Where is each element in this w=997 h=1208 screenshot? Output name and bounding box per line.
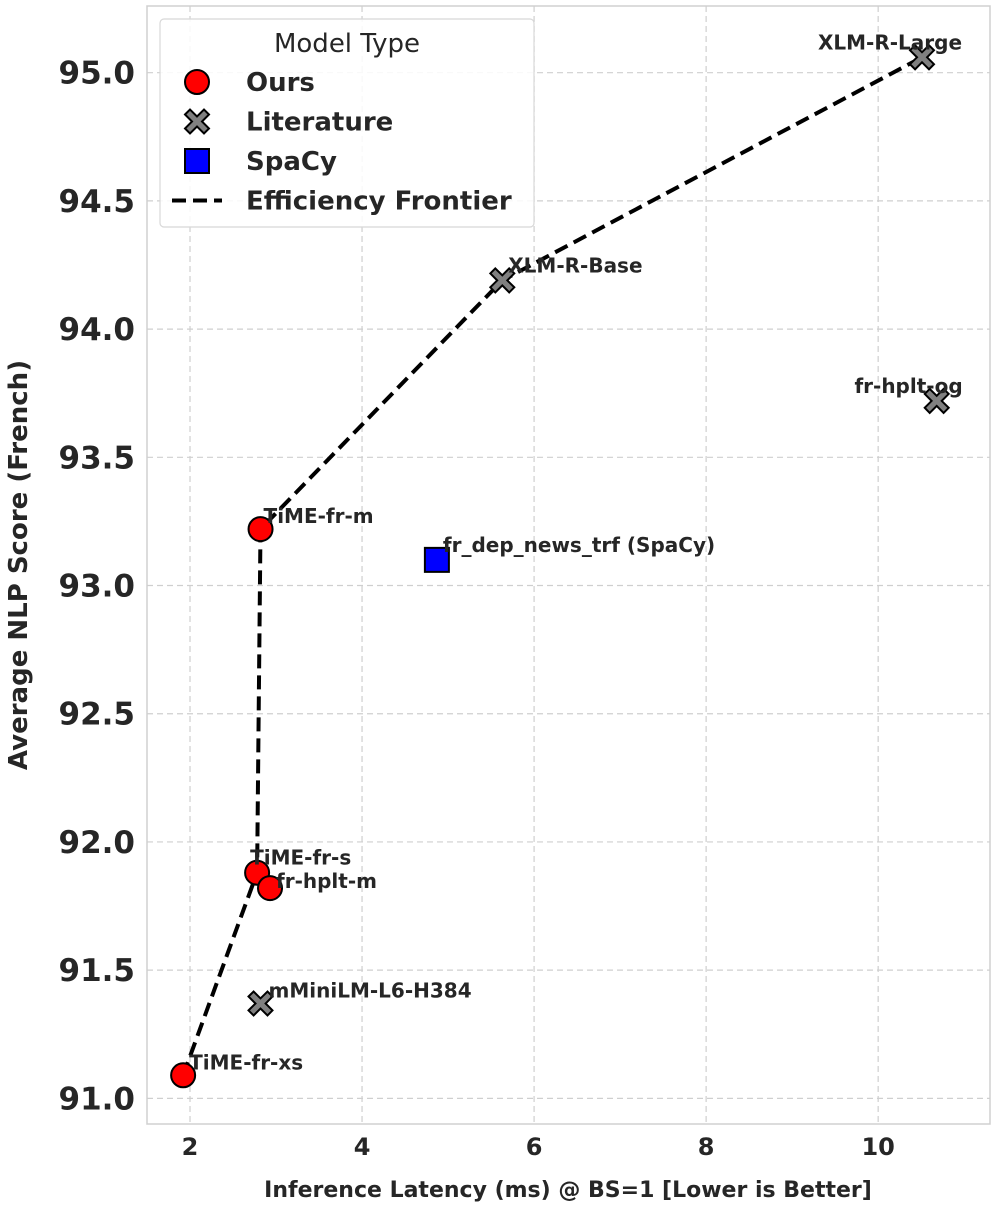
legend-title: Model Type — [274, 29, 420, 59]
x-tick-label: 10 — [861, 1133, 894, 1161]
label-time-fr-xs: TiME-fr-xs — [189, 1050, 303, 1074]
label-xlm-r-large: XLM-R-Large — [818, 30, 962, 54]
label-time-fr-s: TiME-fr-s — [250, 846, 351, 870]
y-tick-label: 92.0 — [59, 825, 136, 861]
marker-fr-dep-news-trf-spacy — [423, 546, 450, 573]
label-fr-dep-news-trf-spacy: fr_dep_news_trf (SpaCy) — [443, 533, 715, 557]
x-tick-label: 6 — [526, 1133, 543, 1161]
marker-time-fr-m — [247, 516, 274, 543]
label-time-fr-m: TiME-fr-m — [264, 504, 374, 528]
x-tick-label: 8 — [698, 1133, 715, 1161]
legend-entry-label: Ours — [246, 68, 315, 98]
y-tick-label: 91.0 — [59, 1081, 136, 1117]
legend-swatch-circle — [184, 69, 210, 95]
x-tick-label: 2 — [182, 1133, 199, 1161]
legend-entry-label: SpaCy — [246, 147, 337, 177]
marker-time-fr-xs — [170, 1062, 197, 1089]
legend-entry-label: Efficiency Frontier — [246, 187, 512, 217]
label-fr-hplt-og: fr-hplt-og — [854, 374, 962, 398]
y-tick-label: 93.5 — [59, 440, 136, 476]
label-xlm-r-base: XLM-R-Base — [508, 253, 642, 277]
label-fr-hplt-m: fr-hplt-m — [276, 869, 377, 893]
y-tick-label: 91.5 — [59, 953, 136, 989]
y-tick-label: 93.0 — [59, 569, 136, 605]
x-axis-ticks: 2 4 6 8 10 — [182, 1133, 895, 1161]
marker-xlm-r-base — [488, 266, 516, 294]
marker-fr-hplt-og — [923, 387, 951, 415]
legend-swatch-x — [183, 108, 211, 135]
legend-box — [159, 18, 535, 228]
y-tick-label: 94.0 — [59, 312, 136, 348]
data-labels: TiME-fr-xs TiME-fr-sfr-hplt-m TiME-fr-m mMi… — [189, 30, 963, 1074]
y-tick-label: 94.5 — [59, 184, 136, 220]
marker-fr-hplt-m — [257, 875, 284, 902]
legend-entry-label: Literature — [246, 108, 393, 138]
x-axis-title: Inference Latency (ms) @ BS=1 [Lower is … — [264, 1178, 872, 1203]
y-tick-label: 95.0 — [59, 56, 136, 92]
legend-entries: Ours Literature SpaCy Efficiency Frontier — [172, 68, 512, 217]
y-axis-ticks: 91.0 91.5 92.0 92.5 93.0 93.5 94.0 94.5 95.0 — [59, 56, 136, 1118]
marker-xlm-r-large — [908, 43, 936, 71]
y-axis-title: Average NLP Score (French) — [4, 360, 34, 770]
x-tick-label: 4 — [354, 1133, 371, 1161]
marker-mminilm-l6-h384 — [247, 990, 274, 1017]
y-tick-label: 92.5 — [59, 697, 136, 733]
legend-swatch-square — [184, 148, 210, 174]
grid — [147, 6, 990, 1124]
label-mminilm-l6-h384: mMiniLM-L6-H384 — [269, 978, 472, 1002]
legend: Model Type Ours Literature SpaCy Efficiency… — [159, 18, 535, 228]
data-markers — [170, 43, 951, 1089]
